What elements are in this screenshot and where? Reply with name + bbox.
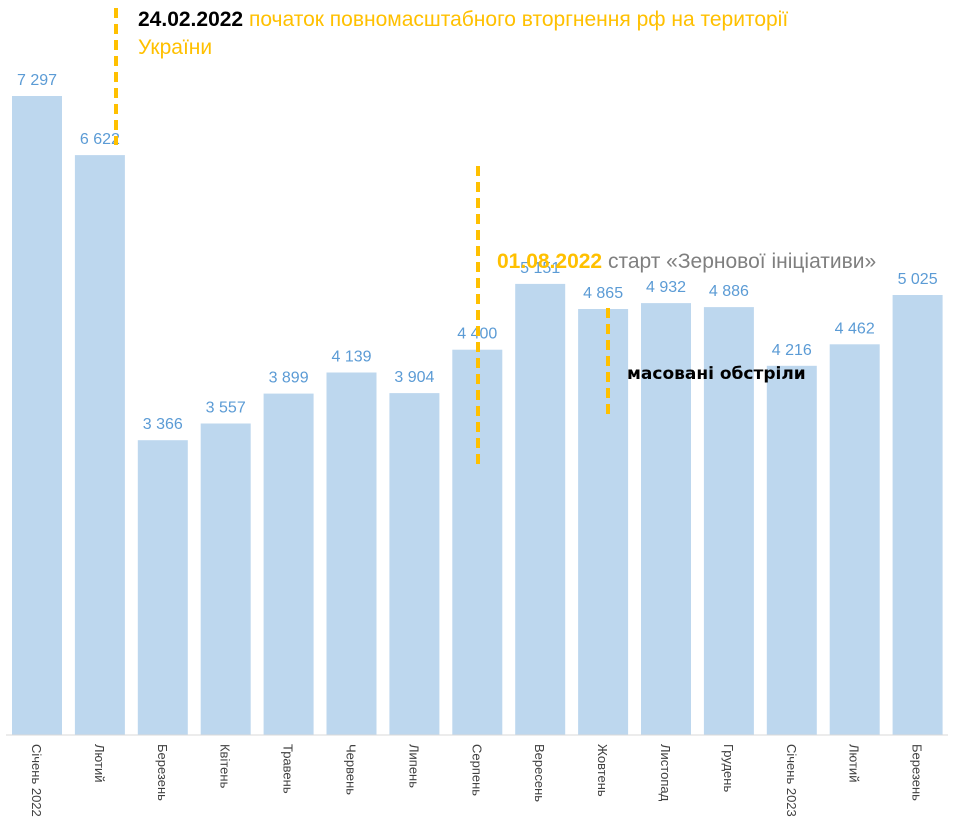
value-label-6: 3 904 xyxy=(394,369,434,386)
bars-group xyxy=(12,96,943,736)
value-label-1: 6 622 xyxy=(80,131,120,148)
value-label-11: 4 886 xyxy=(709,283,749,300)
value-label-4: 3 899 xyxy=(269,370,309,387)
value-label-13: 4 462 xyxy=(835,320,875,337)
bar-10 xyxy=(641,303,691,735)
x-tick-label-8: Вересень xyxy=(532,744,547,802)
x-tick-label-3: Квітень xyxy=(218,744,233,789)
value-label-9: 4 865 xyxy=(583,285,623,302)
value-label-5: 4 139 xyxy=(331,349,371,366)
grain-initiative-date: 01.08.2022 xyxy=(497,250,603,273)
value-label-8: 5 151 xyxy=(520,260,560,277)
x-tick-label-12: Січень 2023 xyxy=(784,744,799,817)
value-label-14: 5 025 xyxy=(898,271,938,288)
bar-5 xyxy=(326,372,377,735)
x-tick-label-1: Лютий xyxy=(92,744,107,782)
grain-initiative-text: старт «Зернової ініціативи» xyxy=(602,250,877,273)
bar-2 xyxy=(137,440,188,735)
x-tick-label-11: Грудень xyxy=(721,744,736,792)
bar-0 xyxy=(12,96,62,735)
x-tick-label-0: Січень 2022 xyxy=(29,744,44,817)
x-tick-label-4: Травень xyxy=(281,744,296,794)
bar-14 xyxy=(892,295,943,735)
invasion-annotation: 24.02.2022 початок повномасштабного втор… xyxy=(138,6,838,62)
bar-6 xyxy=(389,393,440,735)
value-label-12: 4 216 xyxy=(772,342,812,359)
value-label-0: 7 297 xyxy=(17,72,57,89)
x-tick-label-13: Лютий xyxy=(847,744,862,782)
value-label-3: 3 557 xyxy=(206,400,246,417)
x-tick-label-5: Червень xyxy=(344,744,359,795)
bar-9 xyxy=(578,309,629,735)
invasion-text: початок повномасштабного вторгнення рф н… xyxy=(138,8,789,59)
bar-4 xyxy=(263,393,314,735)
tick-labels-group: Січень 2022 Лютий Березень Квітень Травень Че… xyxy=(29,744,925,817)
x-tick-label-2: Березень xyxy=(155,744,170,801)
invasion-date: 24.02.2022 xyxy=(138,8,244,31)
bar-13 xyxy=(829,344,880,735)
x-tick-label-6: Липень xyxy=(406,744,421,788)
value-label-10: 4 932 xyxy=(646,279,686,296)
x-tick-label-7: Серпень xyxy=(469,744,484,796)
grain-initiative-annotation: 01.08.2022 старт «Зернової ініціативи» xyxy=(497,248,876,276)
shelling-annotation: масовані обстріли xyxy=(627,364,806,384)
value-label-2: 3 366 xyxy=(143,416,183,433)
bar-12 xyxy=(766,365,817,735)
x-tick-label-9: Жовтень xyxy=(595,744,610,797)
x-tick-label-14: Березень xyxy=(910,744,925,801)
bar-8 xyxy=(515,283,566,735)
bar-1 xyxy=(74,155,125,736)
x-tick-label-10: Листопад xyxy=(658,744,673,802)
bar-3 xyxy=(200,423,251,735)
bar-11 xyxy=(703,307,754,735)
